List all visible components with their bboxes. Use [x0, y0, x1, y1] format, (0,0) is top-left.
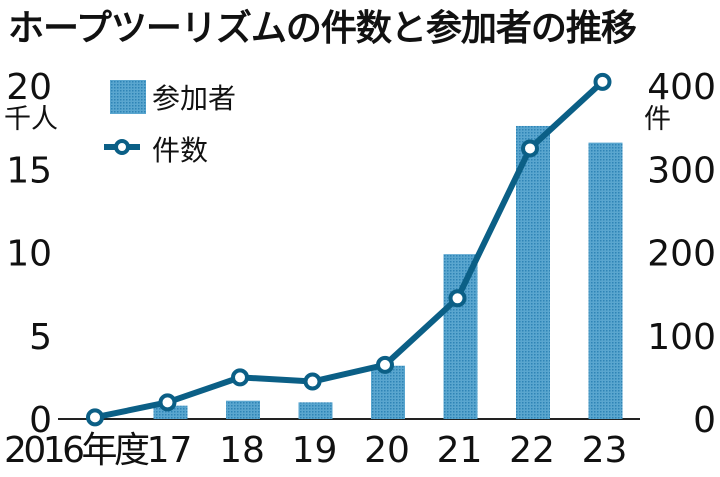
point-cases: [521, 139, 539, 158]
point-cases: [593, 72, 612, 91]
legend-swatch-participants: [110, 80, 146, 114]
legend-marker-cases: [114, 139, 130, 155]
x-tick-label: 23: [582, 430, 628, 471]
left-tick-label: 5: [29, 317, 52, 358]
x-tick-label: 22: [509, 430, 555, 471]
x-tick-label: 19: [292, 430, 338, 471]
bar-participants: [516, 125, 550, 420]
right-axis-unit: 件: [644, 104, 671, 135]
point-cases: [303, 372, 322, 391]
point-cases: [158, 393, 177, 412]
left-tick-label: 0: [29, 400, 52, 441]
bar-participants: [371, 365, 405, 419]
x-tick-label: 2016年度: [4, 430, 150, 471]
bar-participants: [298, 402, 333, 419]
right-tick-label: 400: [647, 67, 716, 108]
bar-participants: [443, 254, 478, 419]
left-tick-label: 15: [6, 150, 52, 191]
left-axis-unit: 千人: [4, 104, 58, 135]
x-tick-label: 20: [364, 430, 410, 471]
right-tick-label: 100: [647, 317, 716, 358]
line-cases: [94, 79, 605, 421]
point-cases: [231, 368, 249, 387]
point-cases: [448, 289, 467, 308]
bar-participants: [588, 142, 623, 420]
x-tick-label: 18: [219, 430, 265, 471]
chart-title: ホープツーリズムの件数と参加者の推移: [8, 7, 637, 49]
x-tick-label: 21: [437, 430, 483, 471]
right-tick-label: 0: [693, 400, 716, 441]
right-tick-label: 300: [647, 150, 716, 191]
legend-label-cases: 件数: [152, 134, 208, 167]
point-cases: [376, 355, 394, 374]
x-tick-label: 17: [147, 430, 193, 471]
left-tick-label: 20: [6, 67, 52, 108]
right-tick-label: 200: [647, 234, 716, 275]
point-cases: [86, 408, 104, 427]
bar-participants: [226, 400, 260, 419]
left-tick-label: 10: [6, 234, 52, 275]
legend-label-participants: 参加者: [152, 82, 236, 115]
